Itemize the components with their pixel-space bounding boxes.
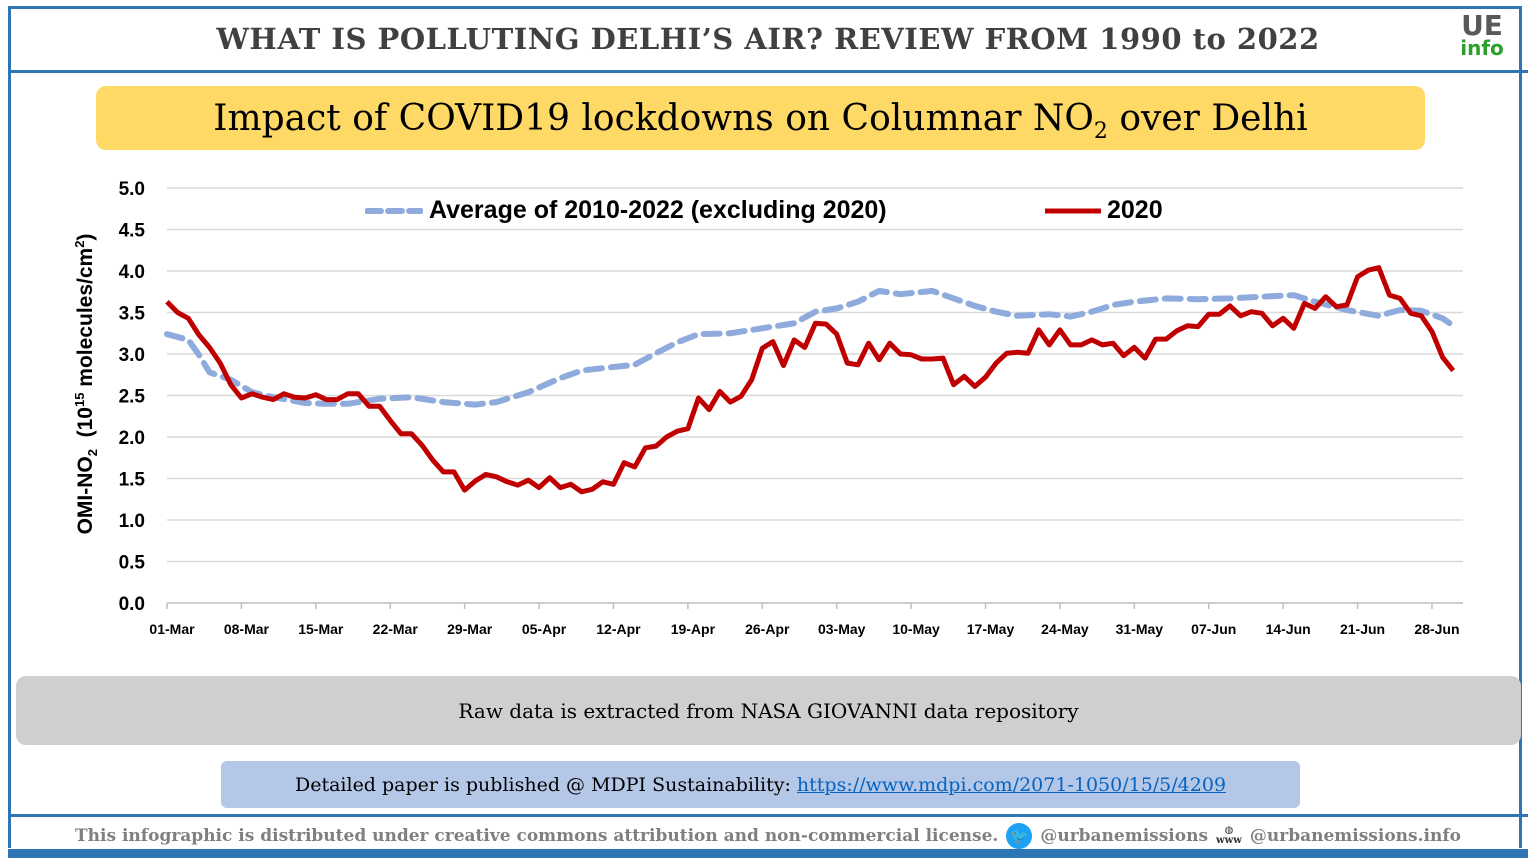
legend-item-average: Average of 2010-2022 (excluding 2020)	[365, 196, 887, 225]
footer-divider	[8, 814, 1528, 817]
series-line-2020	[165, 265, 1456, 495]
x-tick-labels: 01-Mar 08-Mar 15-Mar 22-Mar 29-Mar 05-Apr 12-A…	[149, 621, 1459, 637]
x-tick-label: 21-Jun	[1340, 621, 1385, 637]
subtitle-text-end: over Delhi	[1107, 98, 1308, 139]
website-handle[interactable]: @urbanemissions.info	[1249, 826, 1461, 846]
x-tick-label: 12-Apr	[596, 621, 641, 637]
y-tick-label: 1.5	[119, 470, 146, 491]
x-tick-label: 24-May	[1041, 621, 1089, 637]
y-tick-label: 4.0	[119, 262, 145, 283]
header-divider	[8, 70, 1528, 73]
paper-text: Detailed paper is published @ MDPI Susta…	[294, 774, 797, 796]
series-lines	[164, 265, 1457, 495]
footer: This infographic is distributed under cr…	[0, 823, 1536, 849]
x-tick-label: 22-Mar	[373, 621, 419, 637]
x-tick-label: 03-May	[818, 621, 866, 637]
paper-note: Detailed paper is published @ MDPI Susta…	[221, 761, 1300, 808]
subtitle-subscript: 2	[1093, 119, 1108, 145]
twitter-icon: 🐦	[1006, 823, 1033, 849]
y-tick-label: 4.5	[119, 221, 146, 242]
outer-frame	[8, 6, 1522, 848]
x-tick-label: 14-Jun	[1266, 621, 1311, 637]
x-tick-label: 28-Jun	[1414, 621, 1459, 637]
x-tick-label: 01-Mar	[149, 621, 195, 637]
x-tick-label: 26-Apr	[745, 621, 790, 637]
x-tick-label: 10-May	[892, 621, 940, 637]
y-tick-label: 0.0	[119, 594, 145, 615]
x-tick-label: 08-Mar	[224, 621, 270, 637]
chart-subtitle: Impact of COVID19 lockdowns on Columnar …	[96, 86, 1425, 150]
y-tick-label: 0.5	[119, 553, 146, 574]
www-globe-icon: ◍ www	[1216, 825, 1242, 846]
license-text: This infographic is distributed under cr…	[75, 826, 999, 846]
y-tick-labels: 0.0 0.5 1.0 1.5 2.0 2.5 3.0 3.5 4.0 4.5 5.0	[119, 179, 146, 615]
y-tick-label: 3.5	[119, 304, 146, 325]
series-line-average	[164, 287, 1457, 408]
bottom-bar	[8, 849, 1528, 858]
y-tick-label: 3.0	[119, 345, 145, 366]
grid	[166, 187, 1463, 609]
source-note: Raw data is extracted from NASA GIOVANNI…	[16, 676, 1521, 745]
legend-item-2020: 2020	[1045, 196, 1163, 225]
x-tick-label: 29-Mar	[447, 621, 493, 637]
x-tick-label: 05-Apr	[522, 621, 567, 637]
y-tick-label: 2.5	[119, 387, 146, 408]
x-tick-label: 07-Jun	[1191, 621, 1236, 637]
x-tick-label: 19-Apr	[671, 621, 716, 637]
x-tick-label: 31-May	[1116, 621, 1164, 637]
y-tick-label: 1.0	[119, 511, 145, 532]
y-tick-label: 2.0	[119, 428, 145, 449]
y-tick-label: 5.0	[119, 179, 145, 200]
paper-link[interactable]: https://www.mdpi.com/2071-1050/15/5/4209	[796, 774, 1227, 796]
legend-label-average: Average of 2010-2022 (excluding 2020)	[429, 196, 887, 224]
y-axis-label: OMI-NO2 (1015 molecules/cm2)	[71, 233, 101, 535]
legend-label-2020: 2020	[1107, 196, 1163, 224]
legend-swatch-dashed	[365, 207, 423, 214]
subtitle-text: Impact of COVID19 lockdowns on Columnar …	[213, 98, 1094, 139]
x-tick-label: 17-May	[967, 621, 1015, 637]
x-tick-label: 15-Mar	[298, 621, 344, 637]
logo-info: info	[1460, 36, 1504, 60]
legend-swatch-solid	[1045, 208, 1101, 213]
twitter-handle[interactable]: @urbanemissions	[1040, 826, 1209, 846]
page-title: WHAT IS POLLUTING DELHI’S AIR? REVIEW FR…	[216, 22, 1320, 56]
logo-ue: UE	[1461, 9, 1503, 42]
ue-info-logo: UE info	[1452, 9, 1512, 60]
